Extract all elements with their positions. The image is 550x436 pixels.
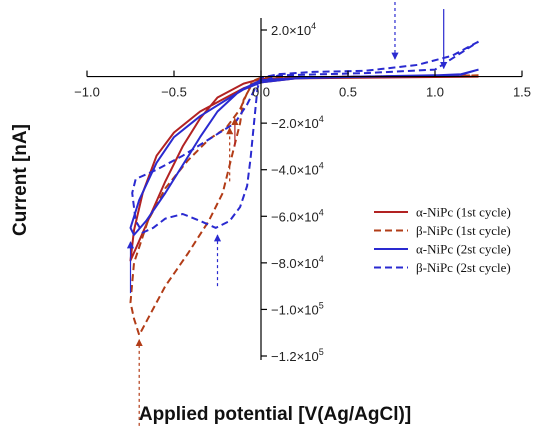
- x-tick-label: −0.5: [161, 85, 187, 100]
- y-axis-title: Current [nA]: [10, 124, 31, 236]
- legend: α-NiPc (1st cycle) β-NiPc (1st cycle) α-Ni…: [374, 205, 511, 275]
- y-ticks: 2.0×104 −2.0×104 −4.0×104 −6.0×104 −8.0×104 −…: [261, 21, 324, 364]
- x-axis-title: Applied potential [V(Ag/AgCl)]: [139, 404, 411, 425]
- x-tick-label: 1.5: [513, 85, 531, 100]
- annotation-layer: [126, 2, 448, 426]
- x-tick-label: −1.0: [74, 85, 100, 100]
- y-tick-label: −2.0×104: [271, 114, 324, 131]
- x-ticks: −1.0 −0.5 0.0 0.5 1.0 1.5: [74, 70, 531, 100]
- y-tick-label: 2.0×104: [271, 21, 316, 38]
- y-tick-label: −6.0×104: [271, 207, 324, 224]
- y-tick-label: −8.0×104: [271, 254, 324, 271]
- x-tick-label: 1.0: [426, 85, 444, 100]
- legend-label: α-NiPc (2st cycle): [416, 242, 511, 257]
- legend-label: β-NiPc (1st cycle): [416, 223, 511, 238]
- legend-label: β-NiPc (2st cycle): [416, 260, 511, 275]
- x-tick-label: 0.0: [252, 85, 270, 100]
- y-tick-label: −1.0×105: [271, 300, 324, 317]
- x-tick-label: 0.5: [339, 85, 357, 100]
- legend-label: α-NiPc (1st cycle): [416, 205, 511, 220]
- series-line-4: [131, 40, 480, 234]
- y-tick-label: −4.0×104: [271, 161, 324, 178]
- series-line-2: [129, 74, 479, 336]
- y-tick-label: −1.2×105: [271, 347, 324, 364]
